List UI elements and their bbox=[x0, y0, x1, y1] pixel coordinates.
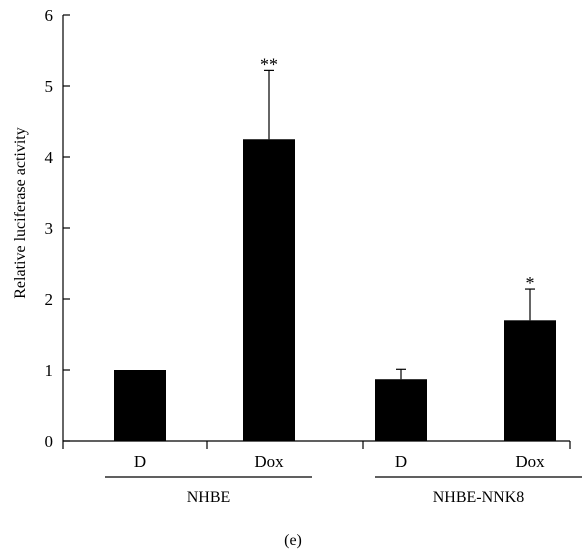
x-tick-label: D bbox=[134, 452, 146, 471]
x-axis: D Dox D Dox bbox=[62, 440, 571, 471]
y-tick-label: 2 bbox=[45, 290, 54, 309]
bars: *** bbox=[114, 54, 556, 441]
group-label: NHBE-NNK8 bbox=[433, 489, 525, 506]
y-tick-label: 1 bbox=[45, 361, 54, 380]
bar bbox=[243, 139, 295, 441]
y-tick-label: 6 bbox=[45, 6, 54, 25]
x-tick-label: D bbox=[395, 452, 407, 471]
x-tick-label: Dox bbox=[515, 452, 545, 471]
group-labels: NHBE NHBE-NNK8 bbox=[105, 476, 582, 506]
y-axis-title: Relative luciferase activity bbox=[12, 127, 29, 298]
y-tick-label: 5 bbox=[45, 77, 54, 96]
panel-label: (e) bbox=[284, 532, 302, 549]
bar bbox=[375, 379, 427, 441]
y-tick-label: 3 bbox=[45, 219, 54, 238]
bar bbox=[504, 320, 556, 441]
group-label: NHBE bbox=[187, 489, 231, 506]
bar bbox=[114, 370, 166, 441]
x-tick-label: Dox bbox=[254, 452, 284, 471]
y-axis: 0 1 2 3 4 5 6 bbox=[45, 6, 70, 451]
y-tick-label: 0 bbox=[45, 432, 54, 451]
significance-marker: ** bbox=[260, 54, 278, 74]
significance-marker: * bbox=[526, 273, 535, 293]
y-tick-label: 4 bbox=[45, 148, 54, 167]
